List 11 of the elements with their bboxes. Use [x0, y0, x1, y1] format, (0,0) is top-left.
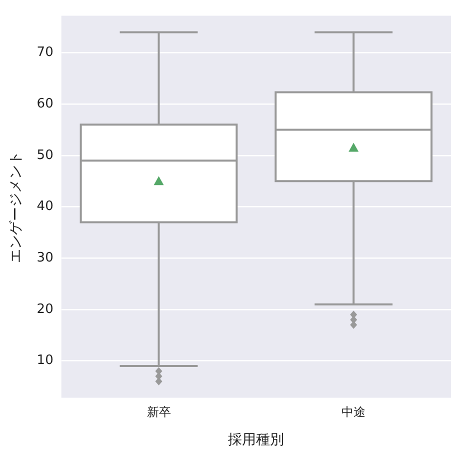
x-tick-label: 新卒 — [146, 405, 171, 420]
y-tick-label: 10 — [36, 353, 54, 368]
x-axis-title: 採用種別 — [228, 432, 284, 448]
y-axis-title: エンゲージメント — [8, 150, 24, 263]
y-tick-label: 70 — [36, 45, 54, 60]
y-tick-label: 60 — [36, 96, 54, 112]
y-tick-label: 40 — [36, 199, 54, 214]
y-tick-label: 20 — [36, 302, 54, 317]
y-tick-label: 30 — [36, 250, 54, 266]
x-tick-label: 中途 — [342, 405, 366, 420]
y-tick-label: 50 — [36, 148, 54, 163]
